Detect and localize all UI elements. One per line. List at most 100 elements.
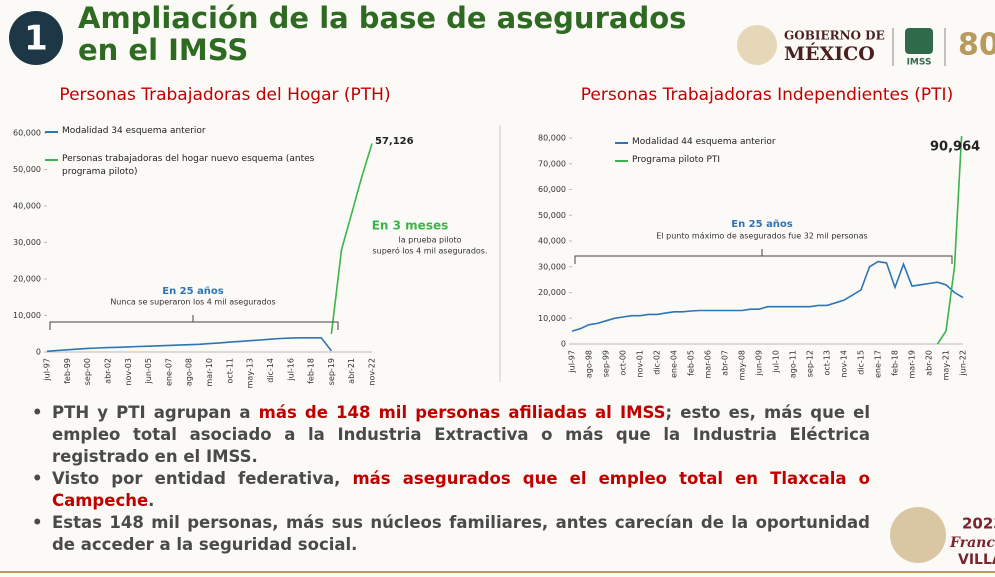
title-box: Ampliación de la base de asegurados en e… (78, 2, 687, 67)
x-tick-label: jun-09 (755, 350, 764, 376)
bullet-highlight: más de 148 mil personas afiliadas al IMS… (258, 403, 666, 422)
series-line (46, 337, 333, 353)
legend-box: Personas trabajadoras del hogar nuevo es… (62, 154, 315, 177)
x-tick-label: mar-10 (205, 358, 214, 387)
x-tick-label: feb-99 (63, 358, 72, 384)
seal-logo (737, 25, 777, 65)
annotation: El punto máximo de asegurados fue 32 mil… (656, 232, 867, 241)
annotation: En 25 años (731, 219, 793, 230)
bullet: Visto por entidad federativa, más asegur… (30, 468, 870, 512)
bullet-text: . (148, 491, 155, 510)
bracket (574, 249, 953, 264)
slide-title: Ampliación de la base de asegurados en e… (78, 2, 687, 67)
mexico-logo-text: MÉXICO (784, 42, 875, 65)
y-tick-label: 20,000 (13, 275, 41, 284)
villa-name: VILLA (958, 552, 995, 568)
x-tick-label: ago-11 (789, 350, 798, 378)
bracket (49, 315, 339, 330)
y-tick-label: 20,000 (538, 288, 566, 297)
bullet-text: ; esto es, más que el empleo total asoci… (52, 403, 870, 466)
x-tick-label: oct-00 (619, 350, 628, 376)
x-tick-label: dic-14 (266, 358, 275, 383)
x-tick-label: jun-22 (959, 350, 968, 376)
imss-logo-text: IMSS (907, 58, 932, 68)
legend-label: Personas trabajadoras del hogar nuevo es… (62, 154, 315, 177)
legend-label: Modalidad 44 esquema anterior (632, 137, 776, 147)
y-tick-label: 80,000 (538, 134, 566, 143)
anniversary-logo: 80 (958, 28, 995, 63)
annotation: En 3 meses (372, 219, 449, 233)
x-tick-label: nov-22 (368, 358, 377, 386)
series-line (571, 260, 964, 332)
x-tick-label: abr-02 (103, 358, 112, 384)
slide-number: 1 (24, 19, 48, 59)
villa-name: Francisco (949, 535, 995, 551)
legend-box: Modalidad 44 esquema anterior (632, 137, 776, 147)
y-tick-label: 30,000 (13, 238, 41, 247)
x-tick-label: jul-97 (568, 350, 577, 374)
gob-logo-text: GOBIERNO DE (784, 29, 885, 43)
series-line (330, 143, 373, 334)
y-tick-label: 0 (561, 340, 566, 349)
legend-label: Programa piloto PTI (632, 155, 721, 165)
x-tick-label: nov-14 (840, 350, 849, 378)
annotation: 90,964 (930, 140, 980, 155)
bullet-text: Estas 148 mil personas, más sus núcleos … (52, 513, 870, 554)
annotation: Nunca se superaron los 4 mil asegurados (110, 298, 275, 307)
x-tick-label: dic-02 (653, 350, 662, 375)
chart-title: Personas Trabajadoras del Hogar (PTH) (59, 85, 390, 105)
series-line (936, 136, 963, 345)
legend-label: Modalidad 34 esquema anterior (62, 126, 206, 136)
x-tick-label: nov-01 (636, 350, 645, 378)
annotation: la prueba piloto (399, 236, 462, 245)
bullet: Estas 148 mil personas, más sus núcleos … (30, 512, 870, 556)
annotation: En 25 años (162, 286, 224, 297)
annotation: 57,126 (375, 136, 414, 147)
x-tick-label: mar-19 (908, 350, 917, 379)
x-tick-label: abr-21 (347, 358, 356, 384)
y-tick-label: 60,000 (538, 185, 566, 194)
x-tick-label: ene-17 (874, 350, 883, 378)
x-tick-label: may-08 (738, 350, 747, 380)
y-tick-label: 70,000 (538, 159, 566, 168)
y-tick-label: 40,000 (538, 237, 566, 246)
y-tick-label: 30,000 (538, 262, 566, 271)
bullet-text: Visto por entidad federativa, (52, 469, 353, 488)
x-tick-label: feb-18 (307, 358, 316, 384)
x-tick-label: abr-07 (721, 350, 730, 376)
x-tick-label: oct-13 (823, 350, 832, 376)
y-tick-label: 50,000 (538, 211, 566, 220)
bullet-list: PTH y PTI agrupan a más de 148 mil perso… (30, 402, 870, 556)
x-tick-label: sep-12 (806, 350, 815, 377)
x-tick-label: nov-03 (124, 358, 133, 386)
x-tick-label: mar-06 (704, 350, 713, 379)
legend-box: Programa piloto PTI (632, 155, 721, 165)
number-badge (9, 11, 63, 65)
y-tick-label: 60,000 (13, 129, 41, 138)
x-tick-label: ene-04 (670, 350, 679, 378)
x-tick-label: feb-05 (687, 350, 696, 376)
x-tick-label: jul-16 (286, 358, 295, 382)
bullet-text: PTH y PTI agrupan a (52, 403, 259, 422)
y-tick-label: 10,000 (13, 311, 41, 320)
y-tick-label: 50,000 (13, 165, 41, 174)
y-tick-label: 0 (36, 348, 41, 357)
x-tick-label: may-13 (246, 358, 255, 388)
y-tick-label: 40,000 (13, 202, 41, 211)
bullet-highlight: más asegurados que el empleo total en Tl… (52, 469, 870, 510)
x-tick-label: ene-07 (164, 358, 173, 386)
x-tick-label: feb-18 (891, 350, 900, 376)
imss-logo (905, 28, 933, 54)
legend-box: Modalidad 34 esquema anterior (62, 126, 206, 136)
x-tick-label: sep-00 (83, 358, 92, 385)
y-tick-label: 10,000 (538, 314, 566, 323)
bullet: PTH y PTI agrupan a más de 148 mil perso… (30, 402, 870, 468)
x-tick-label: may-21 (942, 350, 951, 380)
x-tick-label: ago-08 (185, 358, 194, 386)
x-tick-label: jul-10 (772, 350, 781, 374)
x-tick-label: sep-99 (602, 350, 611, 377)
x-tick-label: jul-97 (43, 358, 52, 382)
year-logo: 2023 (962, 515, 995, 533)
